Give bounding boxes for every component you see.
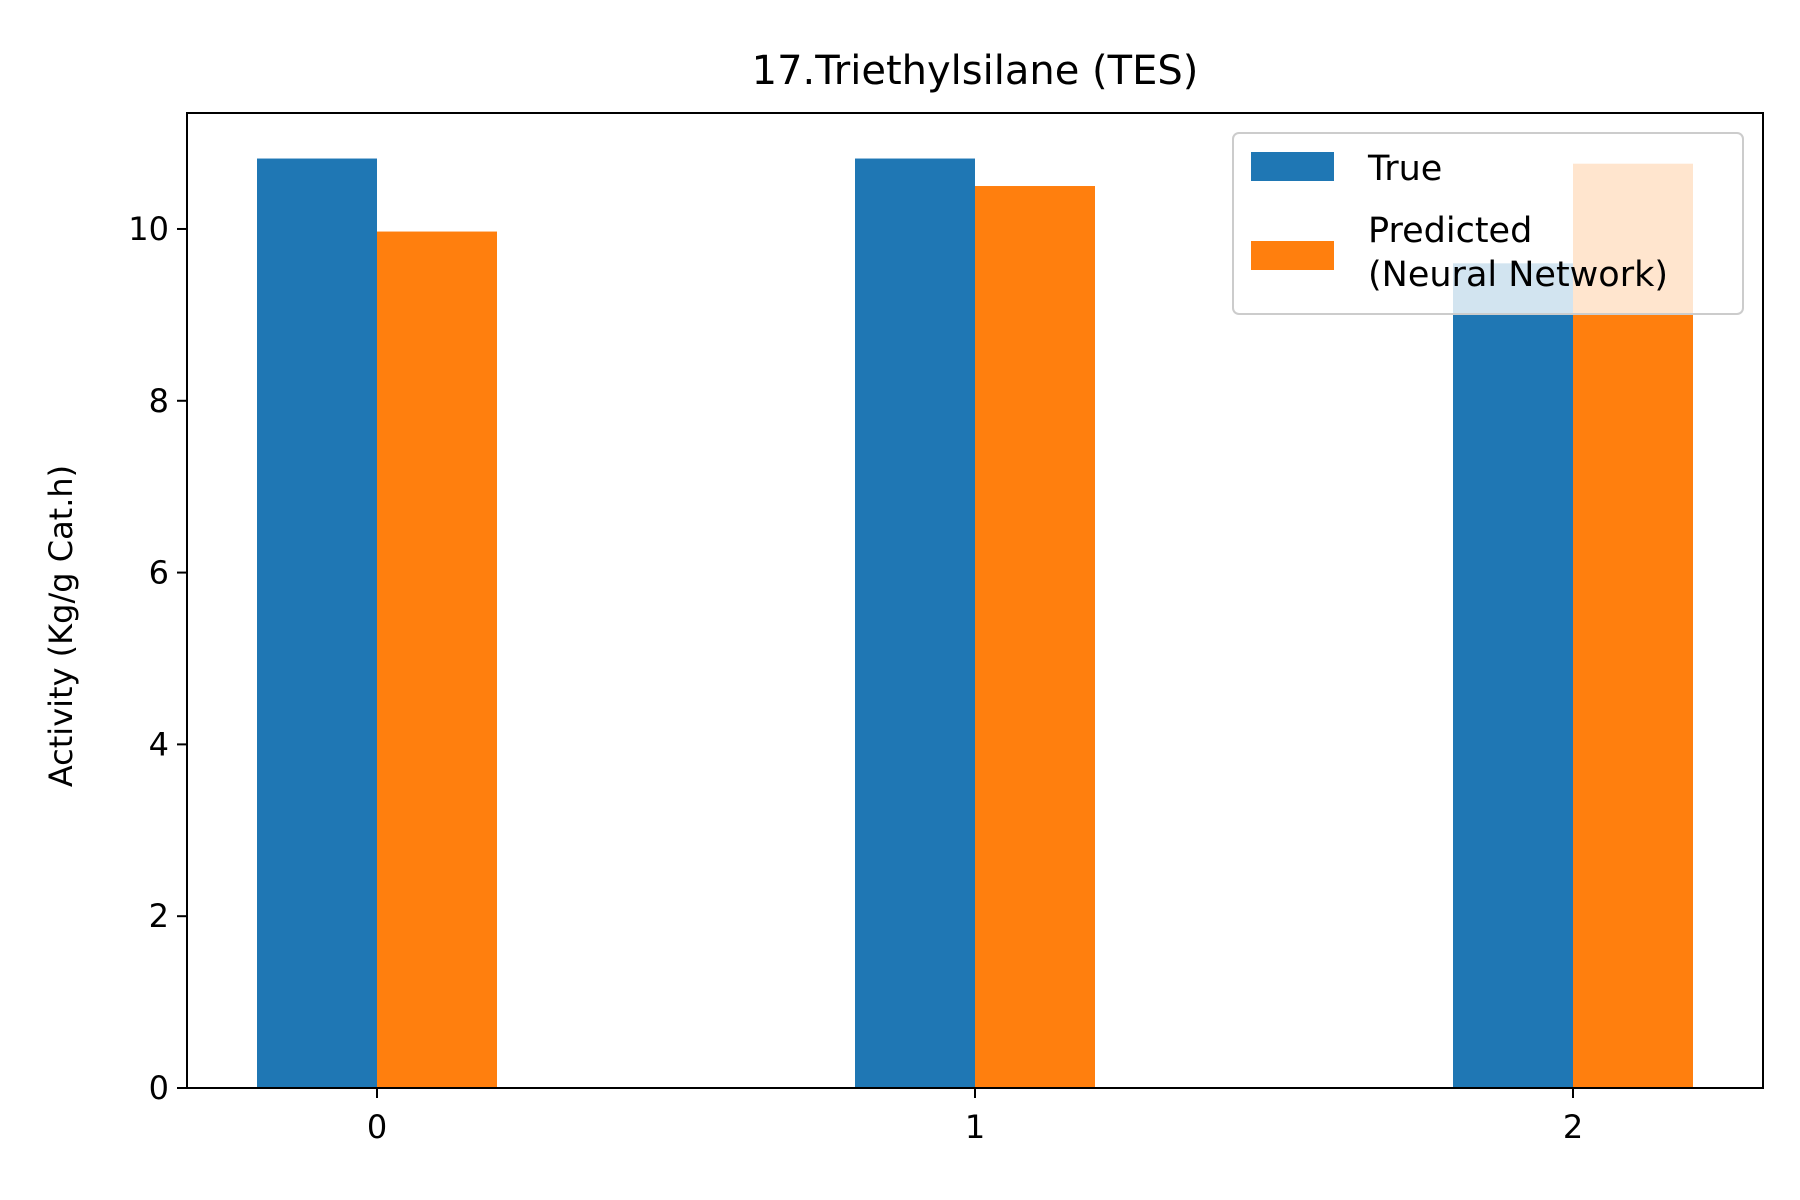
y-tick-label: 4 bbox=[149, 725, 169, 763]
bar-series-0-category-2 bbox=[1453, 263, 1573, 1088]
legend-swatch-predicted bbox=[1251, 241, 1334, 270]
y-axis-label: Activity (Kg/g Cat.h) bbox=[42, 465, 80, 787]
y-tick-label: 2 bbox=[149, 897, 169, 935]
legend-swatch-true bbox=[1251, 152, 1334, 181]
legend-label-predicted: Predicted (Neural Network) bbox=[1368, 211, 1668, 295]
legend-label-predicted-line: Predicted bbox=[1368, 211, 1532, 251]
legend-label-true: True bbox=[1367, 149, 1442, 189]
x-tick-label: 2 bbox=[1563, 1108, 1583, 1146]
chart-title: 17.Triethylsilane (TES) bbox=[752, 48, 1199, 94]
axes: 0 2 4 6 8 10 0 1 2 bbox=[128, 112, 1764, 1146]
bar-series-1-category-2 bbox=[1573, 163, 1693, 1089]
bar-series-1-category-1 bbox=[975, 186, 1095, 1088]
x-tick-label: 1 bbox=[965, 1108, 985, 1146]
bar-series-0-category-0 bbox=[257, 158, 377, 1089]
y-tick-label: 0 bbox=[149, 1069, 169, 1107]
legend-box bbox=[1232, 132, 1744, 315]
x-tick-label: 0 bbox=[367, 1108, 387, 1146]
y-tick-label: 10 bbox=[128, 210, 169, 248]
plot-area bbox=[257, 158, 1693, 1089]
legend-label-predicted-line: (Neural Network) bbox=[1368, 255, 1668, 295]
y-tick-label: 8 bbox=[149, 382, 169, 420]
y-tick-label: 6 bbox=[149, 554, 169, 592]
bar-series-1-category-0 bbox=[377, 231, 497, 1088]
bar-series-0-category-1 bbox=[855, 158, 975, 1089]
legend: True Predicted (Neural Network) bbox=[1232, 132, 1744, 315]
